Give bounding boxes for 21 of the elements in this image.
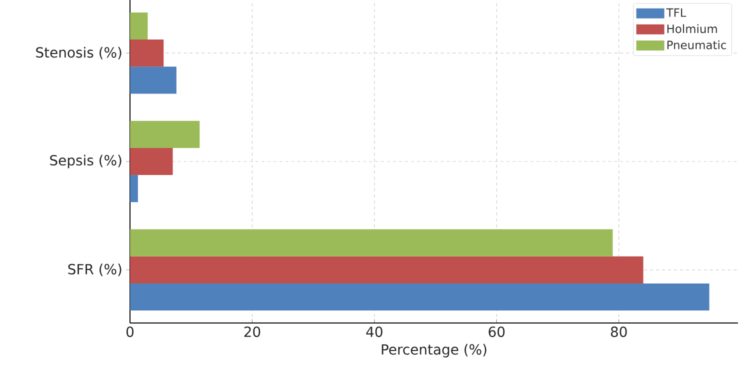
y-tick-label: SFR (%) — [68, 264, 122, 276]
x-tick-label: 40 — [366, 326, 382, 338]
legend-label: Pneumatic — [667, 40, 726, 50]
bar — [130, 175, 138, 202]
bar — [130, 66, 176, 94]
x-tick-label: 80 — [610, 326, 627, 338]
bar — [130, 148, 173, 176]
legend-label: TFL — [666, 8, 686, 17]
bar — [130, 256, 644, 284]
legend-label: Holmium — [667, 24, 717, 34]
x-axis-title: Percentage (%) — [382, 344, 486, 358]
x-tick-label: 20 — [244, 326, 260, 338]
bar — [130, 229, 613, 256]
x-tick-label: 0 — [126, 326, 134, 338]
y-tick-label: Sepsis (%) — [50, 154, 122, 168]
bar — [130, 120, 200, 148]
bar — [130, 40, 164, 67]
bar — [130, 283, 710, 311]
bar — [130, 12, 148, 40]
y-tick-label: Stenosis (%) — [36, 46, 122, 60]
x-tick-label: 60 — [488, 326, 505, 338]
